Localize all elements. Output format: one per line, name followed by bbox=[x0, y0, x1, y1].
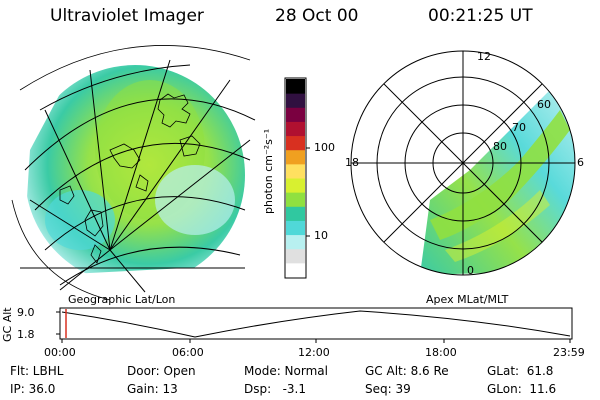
x-tick-2359: 23:59 bbox=[553, 346, 585, 359]
colorbar-segment bbox=[286, 262, 305, 278]
status-gc-alt: GC Alt: 8.6 Re bbox=[365, 364, 449, 378]
apex-panel-label: Apex MLat/MLT bbox=[426, 293, 509, 306]
colorbar-segment bbox=[286, 234, 305, 250]
geographic-map-panel bbox=[11, 45, 256, 301]
geographic-panel-label: Geographic Lat/Lon bbox=[68, 293, 176, 306]
colorbar-segment bbox=[286, 79, 305, 94]
alt-axis-label: GC Alt bbox=[1, 307, 14, 342]
status-door: Door: Open bbox=[127, 364, 196, 378]
x-tick-0000: 00:00 bbox=[44, 346, 76, 359]
colorbar-segment bbox=[286, 121, 305, 137]
colorbar-segment bbox=[286, 220, 305, 236]
x-tick-1800: 18:00 bbox=[425, 346, 457, 359]
colorbar-segment bbox=[286, 248, 305, 264]
altitude-trace bbox=[61, 310, 571, 338]
colorbar-segment bbox=[286, 192, 305, 207]
colorbar-segment bbox=[286, 206, 305, 221]
status-mode: Mode: Normal bbox=[244, 364, 328, 378]
colorbar-segment bbox=[286, 107, 305, 122]
status-glat: GLat: 61.8 bbox=[487, 364, 554, 378]
coastline-outlines bbox=[59, 93, 201, 264]
mlt-label-0: 0 bbox=[467, 264, 474, 277]
mlt-polar-panel bbox=[350, 50, 576, 276]
mlt-label-6: 6 bbox=[577, 156, 584, 169]
mlat-label-80: 80 bbox=[493, 140, 507, 153]
colorbar-segment bbox=[286, 93, 305, 108]
x-tick-0600: 06:00 bbox=[172, 346, 204, 359]
colorbar-tick-100: 100 bbox=[314, 141, 335, 154]
x-tick-1200: 12:00 bbox=[298, 346, 330, 359]
mlat-label-70: 70 bbox=[512, 121, 526, 134]
status-seq: Seq: 39 bbox=[365, 382, 411, 396]
status-ip: IP: 36.0 bbox=[10, 382, 56, 396]
mlt-label-12: 12 bbox=[477, 50, 491, 63]
app-title: Ultraviolet Imager bbox=[50, 6, 204, 26]
mlt-label-18: 18 bbox=[345, 156, 359, 169]
status-glon: GLon: 11.6 bbox=[487, 382, 557, 396]
status-dsp: Dsp: -3.1 bbox=[244, 382, 307, 396]
status-flt: Flt: LBHL bbox=[10, 364, 64, 378]
colorbar-tick-10: 10 bbox=[314, 229, 328, 242]
colorbar-segment bbox=[286, 163, 305, 179]
colorbar-segment bbox=[286, 178, 305, 193]
observation-date: 28 Oct 00 bbox=[275, 6, 359, 26]
status-gain: Gain: 13 bbox=[127, 382, 178, 396]
alt-tick-1-8: 1.8 bbox=[17, 328, 35, 341]
observation-time: 00:21:25 UT bbox=[428, 6, 533, 26]
mlat-label-60: 60 bbox=[537, 98, 551, 111]
altitude-plot bbox=[56, 307, 573, 343]
alt-tick-9: 9.0 bbox=[17, 306, 35, 319]
colorbar-segment bbox=[286, 149, 305, 165]
colorbar-segment bbox=[286, 135, 305, 151]
colorbar-unit-label: photon cm⁻²s⁻¹ bbox=[262, 128, 275, 214]
colorbar bbox=[284, 77, 310, 279]
